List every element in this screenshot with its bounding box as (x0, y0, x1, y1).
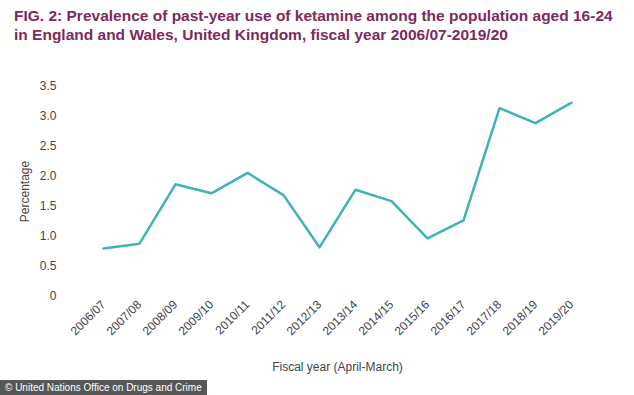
svg-text:Fiscal year (April-March): Fiscal year (April-March) (272, 360, 403, 374)
svg-text:3.5: 3.5 (40, 79, 57, 93)
svg-text:2019/20: 2019/20 (536, 297, 577, 338)
svg-text:2014/15: 2014/15 (356, 297, 397, 338)
svg-text:1.0: 1.0 (40, 229, 57, 243)
svg-text:2015/16: 2015/16 (392, 297, 433, 338)
svg-text:2.0: 2.0 (40, 169, 57, 183)
svg-text:2007/08: 2007/08 (104, 297, 145, 338)
svg-text:2012/13: 2012/13 (284, 297, 325, 338)
svg-text:2017/18: 2017/18 (464, 297, 505, 338)
svg-text:2010/11: 2010/11 (212, 297, 252, 337)
svg-text:2016/17: 2016/17 (428, 297, 469, 338)
svg-text:0: 0 (50, 289, 57, 303)
svg-text:1.5: 1.5 (40, 199, 57, 213)
html-text:FIG. 2: Prevalence of past-yea: FIG. 2: Prevalence of past-year use of k… (14, 7, 613, 43)
svg-text:3.0: 3.0 (40, 109, 57, 123)
svg-text:2018/19: 2018/19 (500, 297, 541, 338)
svg-text:Percentage: Percentage (18, 160, 32, 222)
svg-text:2.5: 2.5 (40, 139, 57, 153)
html-text:© United Nations Office on Dru: © United Nations Office on Drugs and Cri… (5, 382, 202, 393)
svg-text:2013/14: 2013/14 (320, 297, 361, 338)
svg-text:2006/07: 2006/07 (68, 297, 109, 338)
svg-text:0.5: 0.5 (40, 259, 57, 273)
svg-text:2008/09: 2008/09 (140, 297, 181, 338)
svg-text:2011/12: 2011/12 (248, 297, 288, 337)
svg-text:2009/10: 2009/10 (176, 297, 217, 338)
